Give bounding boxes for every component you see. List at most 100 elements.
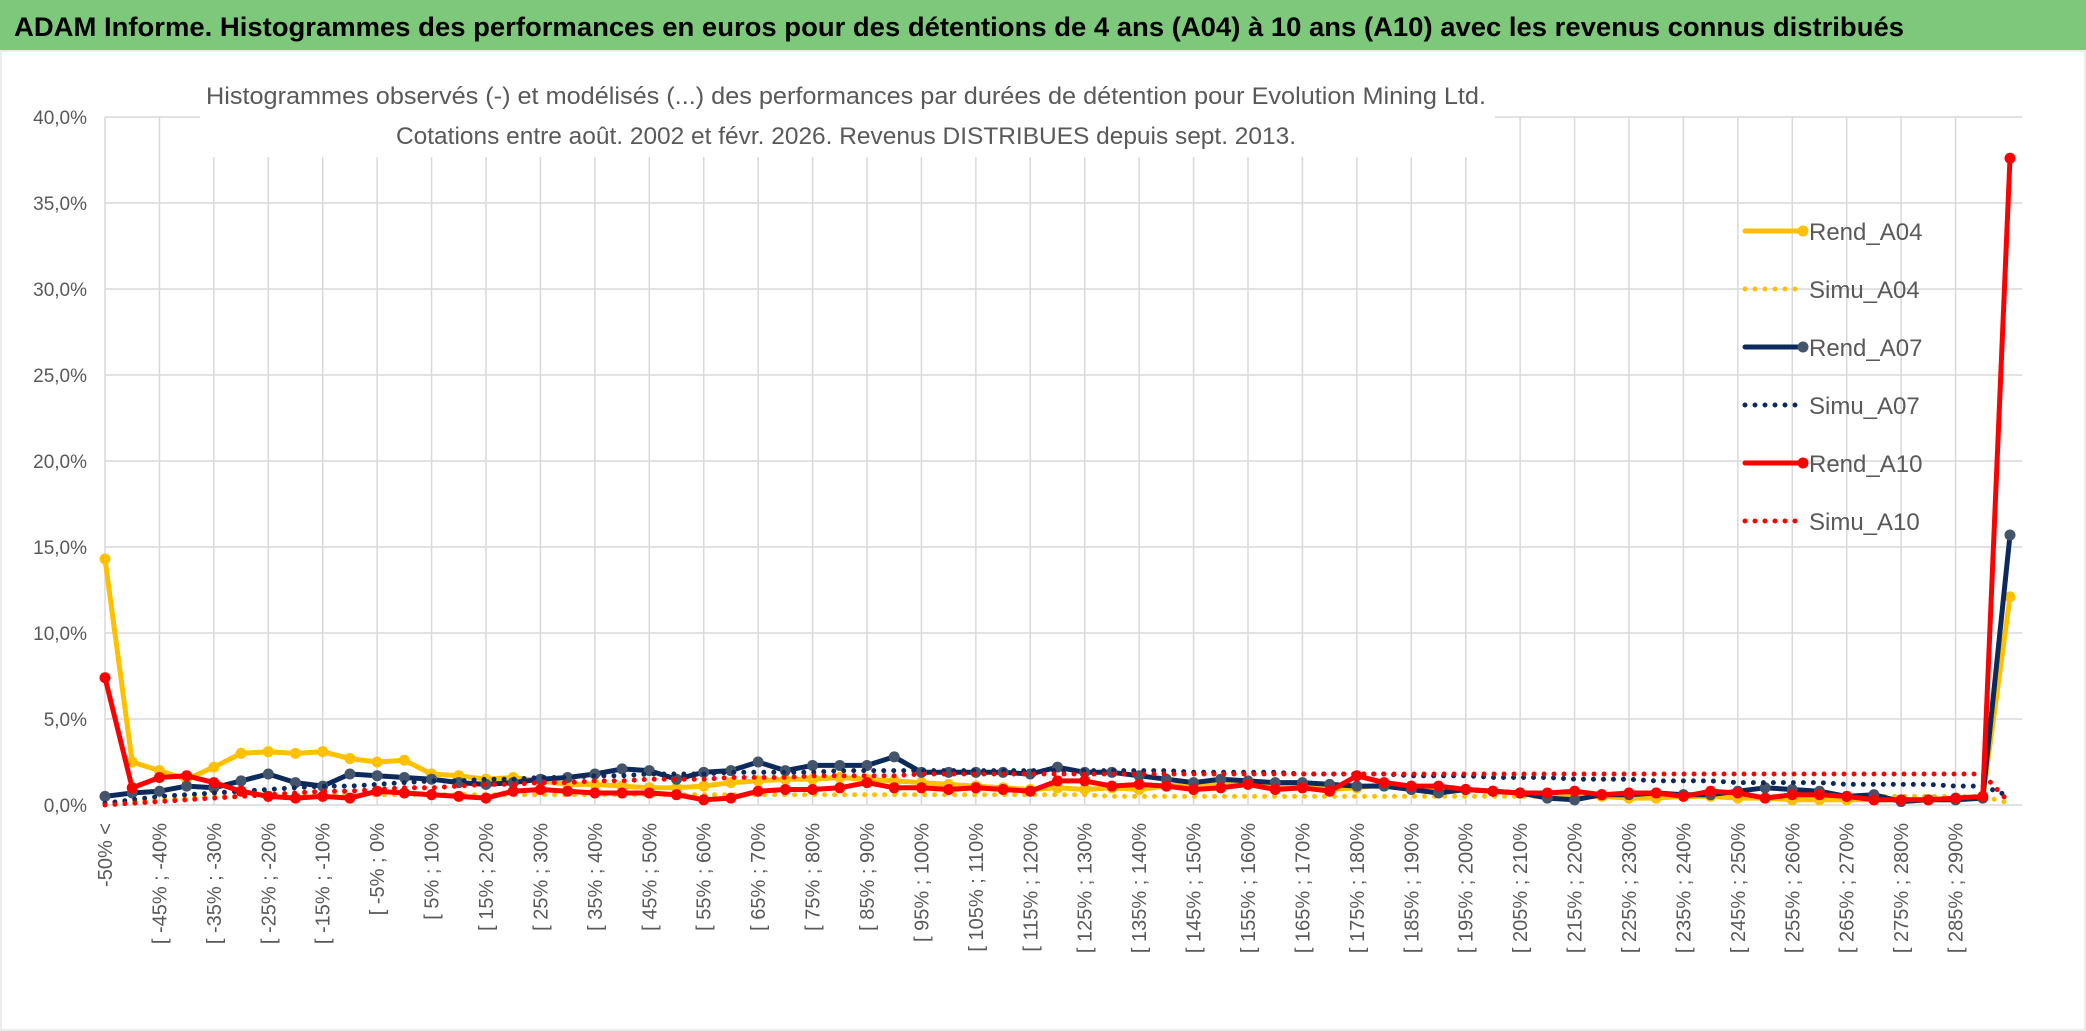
point: [1759, 792, 1771, 804]
point: [1433, 780, 1444, 792]
point: [235, 775, 247, 787]
x-tick-label: [ -45% ; -40%: [149, 823, 171, 944]
point: [1324, 785, 1336, 797]
point: [1596, 789, 1608, 801]
point: [1514, 787, 1526, 799]
point: [398, 771, 410, 783]
y-tick-label: 30,0%: [33, 280, 87, 301]
point: [317, 746, 329, 758]
x-tick-label: [ -5% ; 0%: [367, 823, 389, 915]
point: [153, 785, 165, 797]
point: [1677, 790, 1689, 802]
point: [1296, 782, 1308, 794]
point: [589, 787, 601, 799]
legend-label: Rend_A07: [1809, 335, 1922, 362]
x-tick-label: [ 5% ; 10%: [422, 823, 444, 920]
x-tick-label: [ 195% ; 200%: [1456, 823, 1478, 953]
point: [1106, 780, 1118, 792]
point: [1922, 794, 1934, 806]
point: [888, 751, 900, 763]
point: [725, 792, 737, 804]
x-tick-label: [ 285% ; 290%: [1946, 823, 1968, 953]
point: [2004, 152, 2016, 164]
x-tick-label: [ 155% ; 160%: [1238, 823, 1260, 953]
x-tick-label: [ 55% ; 60%: [694, 823, 716, 931]
point: [290, 792, 301, 804]
point: [235, 747, 247, 759]
chart-frame: [0, 50, 2086, 1031]
series-line: [102, 771, 2013, 808]
point: [1133, 778, 1145, 790]
point: [616, 787, 628, 799]
point: [807, 784, 819, 796]
legend-marker: [1797, 341, 1809, 353]
point: [99, 790, 111, 802]
point: [1378, 777, 1390, 789]
point: [752, 756, 764, 768]
x-tick-label: [ 75% ; 80%: [803, 823, 825, 931]
point: [181, 780, 193, 792]
point: [1079, 775, 1091, 787]
point: [371, 756, 383, 768]
point: [997, 784, 1009, 796]
point: [834, 782, 846, 794]
point: [2004, 591, 2016, 603]
point: [371, 770, 383, 782]
point: [1405, 780, 1417, 792]
y-tick-label: 5,0%: [44, 710, 87, 731]
x-tick-label: [ 225% ; 230%: [1619, 823, 1641, 953]
point: [262, 746, 274, 758]
point: [290, 747, 301, 759]
point: [1541, 787, 1553, 799]
grid: [104, 116, 2022, 806]
point: [643, 787, 655, 799]
point: [888, 782, 900, 794]
x-tick-label: [ 95% ; 100%: [911, 823, 933, 942]
x-tick-label: [ 185% ; 190%: [1401, 823, 1423, 953]
point: [1868, 794, 1880, 806]
point: [126, 756, 138, 768]
point: [970, 782, 982, 794]
point: [1950, 792, 1962, 804]
chart-subtitle: Cotations entre août. 2002 et févr. 2026…: [396, 123, 1296, 150]
point: [1242, 778, 1254, 790]
legend-marker: [1797, 225, 1809, 237]
point: [1569, 794, 1581, 806]
point: [480, 792, 492, 804]
point: [507, 785, 519, 797]
point: [1460, 784, 1472, 796]
x-tick-label: [ 45% ; 50%: [639, 823, 661, 931]
x-tick-label: [ 35% ; 40%: [585, 823, 607, 931]
point: [1569, 785, 1581, 797]
point: [1650, 787, 1662, 799]
point: [453, 790, 465, 802]
point: [262, 768, 274, 780]
point: [1977, 790, 1989, 802]
legend-label: Simu_A10: [1809, 509, 1920, 536]
point: [290, 777, 301, 789]
x-tick-label: [ 115% ; 120%: [1020, 823, 1042, 952]
point: [426, 789, 438, 801]
x-tick-label: [ 235% ; 240%: [1673, 823, 1695, 953]
point: [1895, 794, 1907, 806]
point: [1786, 789, 1798, 801]
chart-title-box: [200, 75, 1495, 157]
point: [562, 785, 574, 797]
x-tick-label: [ 65% ; 70%: [748, 823, 770, 931]
point: [1732, 787, 1744, 799]
legend-label: Simu_A04: [1809, 277, 1920, 304]
point: [1024, 785, 1036, 797]
page-title: ADAM Informe. Histogrammes des performan…: [14, 12, 1904, 42]
y-tick-label: 35,0%: [33, 194, 87, 215]
point: [126, 782, 138, 794]
x-tick-label: [ 25% ; 30%: [530, 823, 552, 931]
point: [398, 787, 410, 799]
x-tick-label: [ -35% ; -30%: [204, 823, 226, 944]
point: [1079, 784, 1091, 796]
point: [1759, 782, 1771, 794]
x-tick-label: [ -15% ; -10%: [313, 823, 335, 944]
y-tick-label: 25,0%: [33, 366, 87, 387]
title-bar: [0, 0, 2086, 50]
point: [1814, 789, 1825, 801]
